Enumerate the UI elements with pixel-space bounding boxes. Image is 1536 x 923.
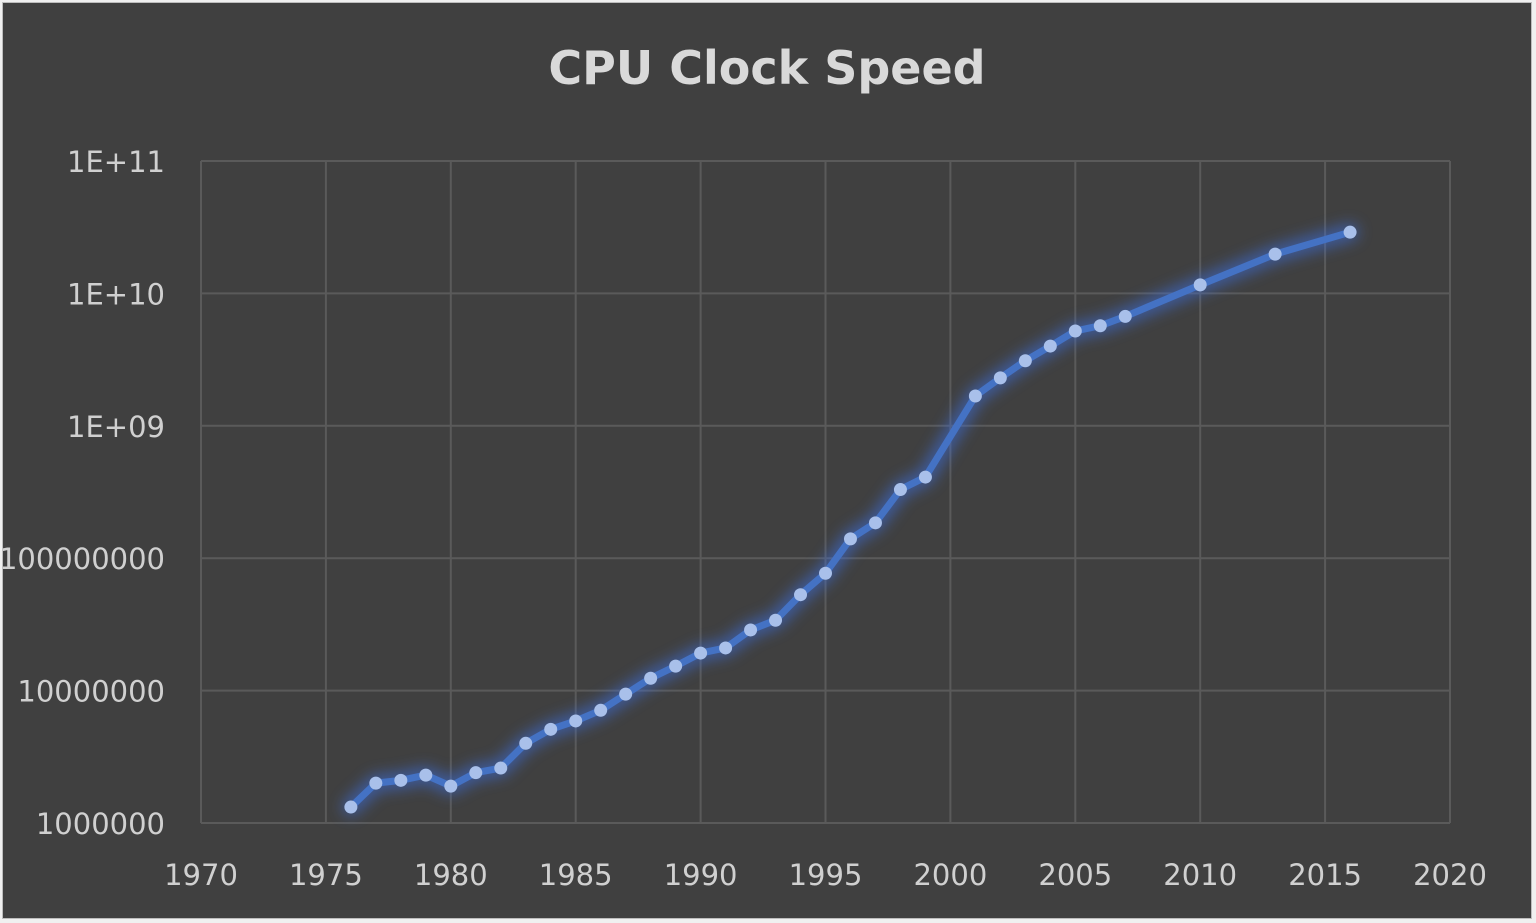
series-line [347,228,1354,811]
y-tick-label: 100000000 [3,542,165,576]
data-point-marker [1343,225,1357,239]
y-tick-label: 1000000 [36,807,165,841]
data-point-marker [968,389,982,403]
y-axis-ticks: 1000000 10000000 100000000 1E+09 1E+10 1E+11 [3,145,165,841]
x-tick-label: 1970 [164,858,238,892]
data-point-marker [694,646,708,660]
data-point-marker [1093,319,1107,333]
data-point-marker [369,776,383,790]
x-tick-label: 2010 [1163,858,1237,892]
data-point-marker [519,736,533,750]
data-point-marker [344,800,358,814]
data-point-marker [444,779,458,793]
x-tick-label: 2015 [1288,858,1362,892]
chart-title: CPU Clock Speed [548,41,986,95]
data-point-marker [669,659,683,673]
y-tick-label: 1E+09 [67,410,165,444]
data-point-marker [644,671,658,685]
x-tick-label: 2005 [1038,858,1112,892]
x-tick-label: 2000 [913,858,987,892]
data-point-marker [744,623,758,637]
data-point-marker [1018,354,1032,368]
plot-area: 1000000100000001000000001E+091E+101E+11 … [3,145,1487,892]
data-point-marker [569,714,583,728]
y-tick-label: 10000000 [17,675,165,709]
data-point-marker [794,588,808,602]
data-point-marker [719,641,733,655]
y-tick-label: 1E+10 [67,277,165,311]
y-tick-label: 1E+11 [67,145,165,179]
x-tick-label: 1995 [789,858,863,892]
data-point-marker [419,768,433,782]
data-point-marker [1118,309,1132,323]
data-point-marker [918,470,932,484]
data-point-marker [619,687,633,701]
data-point-marker [469,766,483,780]
x-tick-label: 1985 [539,858,613,892]
x-tick-label: 2020 [1413,858,1487,892]
data-point-marker [1193,278,1207,292]
data-point-marker [993,371,1007,385]
data-point-marker [893,483,907,497]
x-tick-label: 1990 [664,858,738,892]
data-point-marker [868,516,882,530]
x-axis-ticks: 1970 1975 1980 1985 1990 1995 2000 2005 2010 2015… [164,858,1487,892]
data-point-marker [594,703,608,717]
data-point-marker [544,722,558,736]
data-point-marker [819,566,832,580]
data-point-marker [1068,324,1082,338]
data-point-marker [1043,339,1057,353]
data-point-marker [494,761,508,775]
data-point-marker [769,613,783,627]
data-point-marker [843,532,857,546]
data-point-marker [1268,247,1282,261]
data-point-marker [394,773,408,787]
x-tick-label: 1975 [289,858,363,892]
x-tick-label: 1980 [414,858,488,892]
data-series [341,223,1360,817]
